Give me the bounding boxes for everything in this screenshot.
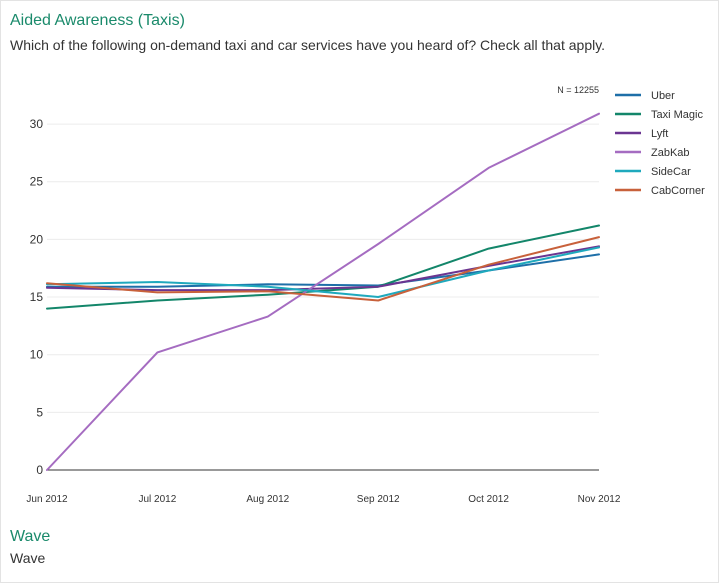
legend-item-lyft[interactable]: Lyft <box>615 128 668 140</box>
x-tick-label: Jul 2012 <box>138 494 176 505</box>
legend-label: CabCorner <box>651 185 705 197</box>
y-axis-ticks: 0 5 10 15 20 25 30 <box>30 117 44 477</box>
series-line-zabkab <box>46 112 600 471</box>
y-tick-label: 5 <box>36 405 43 419</box>
x-tick-label: Jun 2012 <box>26 494 68 505</box>
legend-item-uber[interactable]: Uber <box>615 90 675 102</box>
y-tick-label: 20 <box>30 232 44 246</box>
legend-label: ZabKab <box>651 147 690 159</box>
series-line-cabcorner <box>46 236 600 302</box>
legend-item-cabcorner[interactable]: CabCorner <box>615 185 705 197</box>
wave-section-title: Wave <box>10 528 51 545</box>
series-line-uber <box>46 253 600 288</box>
x-tick-label: Sep 2012 <box>357 494 400 505</box>
x-tick-label: Aug 2012 <box>246 494 289 505</box>
y-tick-label: 30 <box>30 117 44 131</box>
legend-item-zabkab[interactable]: ZabKab <box>615 147 690 159</box>
x-axis-ticks: Jun 2012 Jul 2012 Aug 2012 Sep 2012 Oct 2012… <box>26 494 620 505</box>
legend-label: SideCar <box>651 166 691 178</box>
series-lines <box>46 112 600 471</box>
legend-label: Lyft <box>651 128 668 140</box>
legend-item-taxi-magic[interactable]: Taxi Magic <box>615 109 703 121</box>
series-line-taxi-magic <box>46 224 600 310</box>
series-line-sidecar <box>46 246 600 298</box>
series-line-lyft <box>46 245 600 292</box>
y-tick-label: 10 <box>30 348 44 362</box>
chart-title: Aided Awareness (Taxis) <box>10 12 185 29</box>
y-tick-label: 15 <box>30 290 44 304</box>
wave-section-subtitle: Wave <box>10 550 46 566</box>
y-tick-label: 0 <box>36 463 43 477</box>
x-tick-label: Nov 2012 <box>578 494 621 505</box>
y-tick-label: 25 <box>30 175 44 189</box>
x-tick-label: Oct 2012 <box>468 494 509 505</box>
sample-size-label: N = 12255 <box>557 85 599 95</box>
survey-question: Which of the following on-demand taxi an… <box>10 37 606 53</box>
grid-lines <box>47 123 599 413</box>
legend: Uber Taxi Magic Lyft ZabKab SideCar CabCorner <box>615 90 705 197</box>
legend-label: Taxi Magic <box>651 109 703 121</box>
legend-label: Uber <box>651 90 675 102</box>
legend-item-sidecar[interactable]: SideCar <box>615 166 691 178</box>
